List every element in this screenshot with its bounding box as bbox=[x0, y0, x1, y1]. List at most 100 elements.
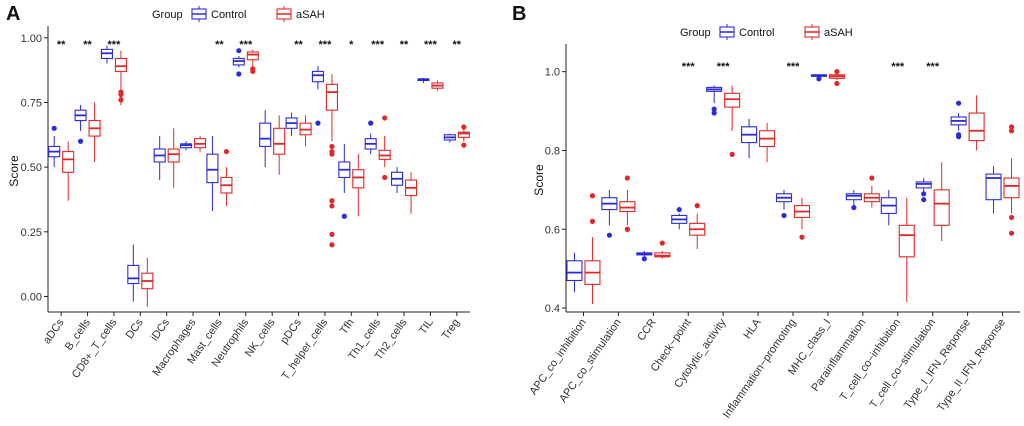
panel-b-outlier bbox=[781, 212, 787, 219]
panel-b-box-asah bbox=[1003, 177, 1020, 199]
panel-a-y-tick-label: 0.25 bbox=[21, 227, 42, 239]
panel-b-outlier bbox=[624, 226, 630, 232]
panel-a-box-asah bbox=[114, 57, 127, 72]
panel-a-outlier bbox=[382, 174, 388, 181]
panel-a-x-tick-label: TIL bbox=[417, 317, 436, 337]
panel-a-outlier bbox=[329, 242, 335, 248]
panel-b-outlier bbox=[694, 203, 700, 209]
panel-a-significance-mark: *** bbox=[319, 39, 333, 51]
panel-b-x-tick-label: HLA bbox=[741, 316, 763, 341]
panel-a-y-tick-label: 0.00 bbox=[21, 291, 42, 303]
panel-b-box-control bbox=[845, 193, 862, 201]
panel-b-outlier bbox=[1008, 214, 1015, 221]
panel-a-significance-mark: ** bbox=[294, 39, 303, 51]
panel-a-x-tick-label: DCs bbox=[124, 316, 146, 341]
panel-b-outlier bbox=[921, 197, 927, 203]
panel-a-significance-mark: ** bbox=[57, 39, 66, 51]
panel-a-x-tick-label: aDCs bbox=[41, 316, 67, 346]
panel-a-significance-mark: *** bbox=[371, 39, 385, 51]
panel-b-y-axis-title: Score bbox=[532, 164, 546, 196]
panel-b-legend: Group Control aSAH bbox=[680, 24, 853, 40]
panel-a-significance-mark: ** bbox=[215, 39, 224, 51]
panel-a-outlier bbox=[250, 68, 256, 74]
panel-b-legend-label-control: Control bbox=[739, 27, 774, 39]
panel-b-outlier bbox=[641, 256, 647, 262]
panel-a-outlier bbox=[77, 138, 84, 144]
panel-a-outlier bbox=[329, 198, 335, 204]
panel-b-x-tick-label: APC_co_stimulation bbox=[557, 317, 624, 405]
panel-a-significance-mark: ** bbox=[83, 39, 92, 51]
panel-a-chart: 0.000.250.500.751.00ScoreaDCs**B_cells**… bbox=[7, 6, 470, 382]
panel-a-outlier bbox=[315, 120, 321, 126]
panel-b-outlier bbox=[956, 100, 962, 106]
panel-b-y-tick-label: 0.6 bbox=[545, 224, 560, 236]
panel-a-outlier bbox=[329, 151, 335, 157]
panel-b-box-control bbox=[915, 181, 932, 189]
panel-b-outlier bbox=[816, 76, 822, 82]
panel-a-significance-mark: *** bbox=[239, 39, 253, 51]
panel-b-box-control bbox=[985, 173, 1002, 201]
panel-a-box-control bbox=[127, 264, 140, 285]
panel-a-outlier bbox=[236, 71, 242, 77]
panel-a-outlier bbox=[461, 142, 467, 148]
panel-a-outlier bbox=[329, 231, 335, 237]
panel-b-legend-label-asah: aSAH bbox=[824, 27, 853, 39]
panel-a-legend-label-control: Control bbox=[211, 9, 246, 21]
panel-a-significance-mark: *** bbox=[424, 39, 438, 51]
panel-label-b: B bbox=[512, 3, 526, 25]
panel-a-x-tick-label: iDCs bbox=[149, 316, 173, 343]
panel-b-outlier bbox=[589, 218, 596, 224]
panel-b-x-tick-label: T_cell_co−stimulation bbox=[867, 317, 938, 411]
panel-b-outlier bbox=[711, 110, 717, 116]
panel-b-significance-mark: *** bbox=[717, 61, 731, 73]
panel-a-legend-title: Group bbox=[152, 9, 183, 21]
panel-b-outlier bbox=[624, 175, 630, 181]
panel-b-y-tick-label: 0.4 bbox=[545, 303, 560, 315]
panel-b-x-tick-label: CCR bbox=[635, 317, 659, 343]
panel-a-outlier bbox=[51, 125, 57, 131]
panel-b-box-asah bbox=[619, 201, 636, 213]
panel-b-significance-mark: *** bbox=[682, 61, 696, 73]
panel-b-outlier bbox=[834, 69, 840, 75]
panel-b-outlier bbox=[1008, 128, 1015, 134]
panel-a-box-asah bbox=[352, 169, 365, 189]
panel-b-outlier bbox=[921, 191, 927, 197]
panel-b-outlier bbox=[729, 151, 735, 157]
panel-a-box-control bbox=[206, 153, 219, 184]
panel-a-y-tick-label: 1.00 bbox=[21, 33, 42, 45]
panel-a-x-tick-label: Tfh bbox=[338, 317, 357, 337]
panel-a-significance-mark: ** bbox=[453, 39, 462, 51]
panel-b-box-asah bbox=[933, 189, 950, 226]
panel-a-box-asah bbox=[273, 127, 286, 155]
panel-a-y-tick-label: 0.50 bbox=[21, 162, 42, 174]
panel-a-box-control bbox=[259, 122, 272, 147]
panel-b-outlier bbox=[1008, 124, 1015, 130]
panel-b-significance-mark: *** bbox=[787, 61, 801, 73]
panel-a-outlier bbox=[382, 115, 388, 121]
panel-b-outlier bbox=[851, 204, 857, 211]
panel-b-outlier bbox=[1008, 230, 1015, 236]
panel-b-chart: 0.40.60.81.0ScoreAPC_co_inhibitionAPC_co… bbox=[528, 24, 1020, 421]
panel-a-legend-label-asah: aSAH bbox=[296, 9, 325, 21]
panel-a-box-control bbox=[311, 70, 324, 83]
panel-a-significance-mark: *** bbox=[108, 39, 122, 51]
panel-b-box-asah bbox=[968, 112, 985, 142]
panel-a-outlier bbox=[223, 148, 230, 155]
panel-label-a: A bbox=[6, 3, 20, 25]
panel-b-significance-mark: *** bbox=[891, 61, 905, 73]
panel-a-outlier bbox=[341, 213, 347, 219]
panel-a-x-tick-label: pDCs bbox=[278, 316, 304, 346]
panel-b-box-control bbox=[566, 260, 583, 282]
panel-a-outlier bbox=[329, 143, 335, 150]
panel-b-x-tick-label: Type_I_IFN_Reponse bbox=[902, 317, 973, 412]
panel-b-outlier bbox=[956, 134, 962, 140]
panel-b-x-tick-label: Type_II_IFN_Reponse bbox=[935, 317, 1008, 414]
panel-a-box-asah bbox=[62, 151, 75, 173]
panel-b-x-tick-label: T_cell_co−inhibition bbox=[838, 317, 903, 403]
panel-a-y-tick-label: 0.75 bbox=[21, 97, 42, 109]
panel-a-box-asah bbox=[457, 131, 470, 138]
panel-b-outlier bbox=[711, 106, 717, 112]
panel-b-significance-mark: *** bbox=[926, 61, 940, 73]
panel-a-outlier bbox=[118, 92, 124, 98]
